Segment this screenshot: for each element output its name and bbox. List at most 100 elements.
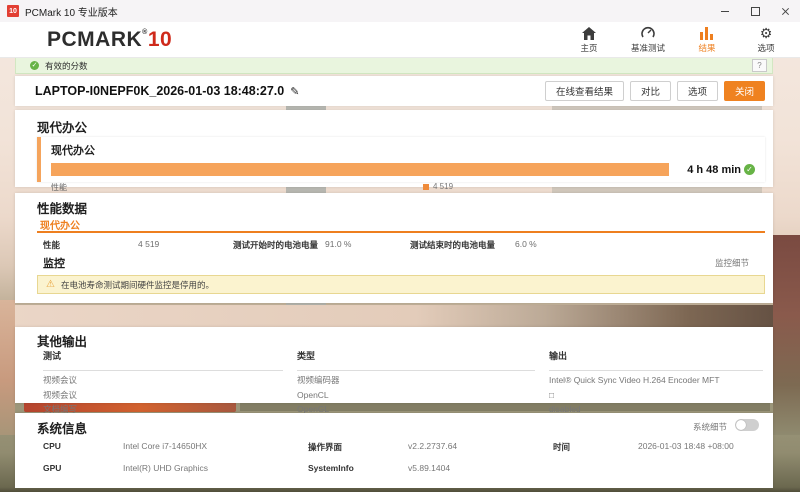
background-building [0,300,15,435]
home-icon [582,25,596,41]
table-cell-output: □ [549,389,555,400]
table-cell-type: OpenGL [297,404,330,415]
system-info-card: 系统信息 系统细节 CPU Intel Core i7-14650HX 操作界面… [15,413,773,488]
column-header-output: 输出 [549,349,763,371]
legend-row: 性能 4 519 [51,182,755,193]
table-cell-test: 文档编写 [43,404,78,415]
modern-office-box-title: 现代办公 [51,145,95,157]
duration-text: 4 h 48 min [687,163,741,176]
performance-data-card: 性能数据 现代办公 性能 4 519 测试开始时的电池电量 91.0 % 测试结… [15,193,773,303]
ui-version-label: 操作界面 [308,442,343,452]
nav-results[interactable]: 结果 [685,25,729,54]
modern-office-section-title: 现代办公 [37,121,88,135]
systeminfo-value: v5.89.1404 [408,463,451,473]
score-legend: 4 519 [423,182,453,191]
result-header-card: LAPTOP-I0NEPF0K_2026-01-03 18:48:27.0 ✎ … [15,76,773,106]
edit-pencil-icon[interactable]: ✎ [290,85,300,98]
logo-ten: 10 [147,28,173,51]
gear-icon: ⚙ [759,25,773,41]
monitoring-title: 监控 [43,258,65,270]
view-online-button[interactable]: 在线查看结果 [544,81,624,101]
titlebar: 10 PCMark 10 专业版本 [0,0,800,23]
options-button[interactable]: 选项 [676,81,718,101]
system-info-title: 系统信息 [37,422,88,436]
nav-options[interactable]: ⚙ 选项 [744,25,788,54]
other-output-card: 其他输出 测试 类型 输出 视频会议 视频编码器 Intel® Quick Sy… [15,327,773,414]
system-details-toggle[interactable] [735,419,759,431]
time-value: 2026-01-03 18:48 +08:00 [638,441,734,451]
tab-modern-office[interactable]: 现代办公 [40,221,80,232]
gpu-label: GPU [43,463,62,473]
monitoring-details-link[interactable]: 监控细节 [714,258,749,268]
gauge-icon [641,25,655,41]
performance-data-title: 性能数据 [37,202,88,216]
maximize-button[interactable] [740,0,770,22]
result-title: LAPTOP-I0NEPF0K_2026-01-03 18:48:27.0 [35,84,285,98]
result-actions: 在线查看结果 对比 选项 关闭 [544,81,765,101]
toggle-knob [736,420,746,430]
systeminfo-label: SystemInfo [308,463,354,473]
maximize-icon [750,6,760,16]
column-header-type: 类型 [297,349,535,371]
score-value: 4 519 [433,182,454,191]
nav-benchmarks[interactable]: 基准测试 [626,25,670,54]
table-cell-type: OpenCL [297,389,329,400]
close-window-button[interactable] [770,0,800,22]
table-cell-output: Intel® Quick Sync Video H.264 Encoder MF… [549,375,720,385]
warning-triangle-icon: ⚠ [46,279,55,290]
empty-cell [638,463,773,473]
progress-row: 4 h 48 min ✓ [51,163,755,176]
app-icon: 10 [7,5,19,17]
metric-label: 测试开始时的电池电量 [233,240,319,250]
duration-check-icon: ✓ [744,164,755,175]
warning-text: 在电池寿命测试期间硬件监控是停用的。 [60,279,214,290]
close-icon [781,7,790,16]
progress-bar [51,163,669,176]
monitoring-warning: ⚠ 在电池寿命测试期间硬件监控是停用的。 [37,275,765,294]
other-output-table: 测试 类型 输出 视频会议 视频编码器 Intel® Quick Sync Vi… [43,349,763,415]
system-info-grid: CPU Intel Core i7-14650HX 操作界面 v2.2.2737… [15,441,773,473]
background-waterline [240,403,770,411]
app-header: PCMARK®10 主页 基准测试 结果 ⚙ [0,22,800,58]
gpu-value: Intel(R) UHD Graphics [123,463,209,473]
legend-square-icon [423,183,429,190]
metric-value: 6.0 % [515,239,537,249]
modern-office-card: 现代办公 现代办公 4 h 48 min ✓ 性能 4 519 [15,110,773,192]
valid-score-text: 有效的分数 [45,60,88,71]
nav-home[interactable]: 主页 [567,25,611,54]
logo-registered-mark: ® [142,29,148,36]
main-nav: 主页 基准测试 结果 ⚙ 选项 [567,25,788,54]
nav-results-label: 结果 [698,43,716,53]
performance-axis-label: 性能 [51,183,67,192]
nav-benchmarks-label: 基准测试 [630,43,665,53]
table-cell-output: disabled [549,404,581,415]
metric-label: 测试结束时的电池电量 [410,240,496,250]
background-building [773,235,800,435]
help-button[interactable]: ? [752,59,767,72]
background-skyline-band [0,305,800,329]
modern-office-result-box[interactable]: 现代办公 4 h 48 min ✓ 性能 4 519 [37,137,765,192]
minimize-icon [721,10,729,12]
metrics-row: 性能 4 519 测试开始时的电池电量 91.0 % 测试结束时的电池电量 6.… [15,239,773,251]
window-title: PCMark 10 专业版本 [25,7,118,19]
valid-score-banner: ✓ 有效的分数 ? [15,57,773,74]
metric-value: 4 519 [138,239,160,249]
pcmark-logo: PCMARK®10 [47,28,172,52]
tab-underline [37,231,765,233]
ui-version-value: v2.2.2737.64 [408,441,458,451]
table-cell-test: 视频会议 [43,375,78,385]
nav-options-label: 选项 [757,43,775,53]
system-details-label: 系统细节 [692,422,727,432]
minimize-button[interactable] [710,0,740,22]
nav-home-label: 主页 [580,43,598,53]
duration-value: 4 h 48 min ✓ [669,164,755,176]
window-controls [710,0,800,22]
other-output-title: 其他输出 [37,335,88,349]
cpu-label: CPU [43,441,61,451]
background-boat [24,400,236,412]
compare-button[interactable]: 对比 [629,81,671,101]
table-cell-type: 视频编码器 [297,375,340,385]
metric-value: 91.0 % [325,239,352,249]
close-result-button[interactable]: 关闭 [723,81,765,101]
